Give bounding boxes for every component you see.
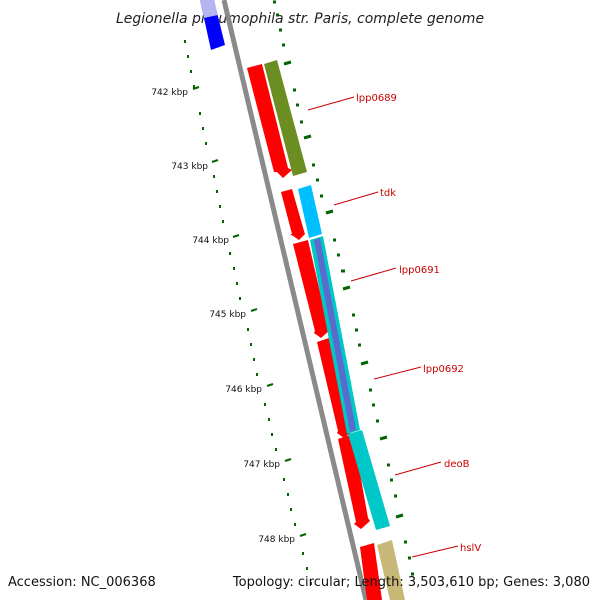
ruler-tick: [232, 234, 240, 238]
feature-cyan[interactable]: [298, 185, 322, 238]
gene-label[interactable]: hslV: [460, 543, 481, 554]
cds-deoB[interactable]: [338, 434, 370, 529]
outer-ticks: [273, 0, 414, 576]
gene-label[interactable]: tdk: [380, 188, 396, 199]
ruler-ticks: 742 kbp 743 kbp 744 kbp 745 kbp 746 kbp …: [151, 86, 307, 545]
feature-teal-2[interactable]: [348, 430, 390, 530]
cds-lpp0689[interactable]: [247, 64, 292, 178]
ruler-tick: [266, 383, 274, 387]
feature-purple[interactable]: [314, 238, 356, 432]
feature-tan[interactable]: [377, 540, 405, 600]
cds-track: [247, 64, 382, 600]
gene-label[interactable]: lpp0689: [356, 93, 397, 104]
ruler-tick: [192, 86, 200, 90]
ruler-tick-label: 743 kbp: [171, 162, 208, 172]
ruler-tick: [211, 159, 219, 163]
feature-blue-shade: [200, 0, 218, 18]
feature-track: [264, 60, 405, 600]
gene-label[interactable]: lpp0692: [423, 364, 464, 375]
cds-hslV[interactable]: [360, 543, 382, 600]
cds-lpp0691[interactable]: [293, 240, 330, 338]
ruler-tick: [284, 458, 292, 462]
ruler-tick-label: 742 kbp: [151, 88, 188, 98]
ruler-tick-label: 746 kbp: [225, 385, 262, 395]
ruler-tick-label: 744 kbp: [192, 236, 229, 246]
gene-leaders: [307, 96, 459, 558]
map-title: Legionella pneumophila str. Paris, compl…: [116, 11, 484, 27]
ruler-tick-label: 745 kbp: [209, 310, 246, 320]
summary-text: Topology: circular; Length: 3,503,610 bp…: [232, 575, 590, 590]
ruler-tick-label: 747 kbp: [243, 460, 280, 470]
ruler-tick-label: 748 kbp: [258, 535, 295, 545]
ruler-dots: [184, 40, 312, 585]
genome-backbone: [221, 0, 369, 600]
ruler-tick: [250, 308, 258, 312]
cds-tdk[interactable]: [281, 189, 305, 240]
accession-text: Accession: NC_006368: [8, 575, 156, 590]
gene-label[interactable]: lpp0691: [399, 265, 440, 276]
feature-olive[interactable]: [264, 60, 307, 176]
ruler-tick: [299, 533, 307, 537]
gene-label[interactable]: deoB: [444, 459, 470, 470]
